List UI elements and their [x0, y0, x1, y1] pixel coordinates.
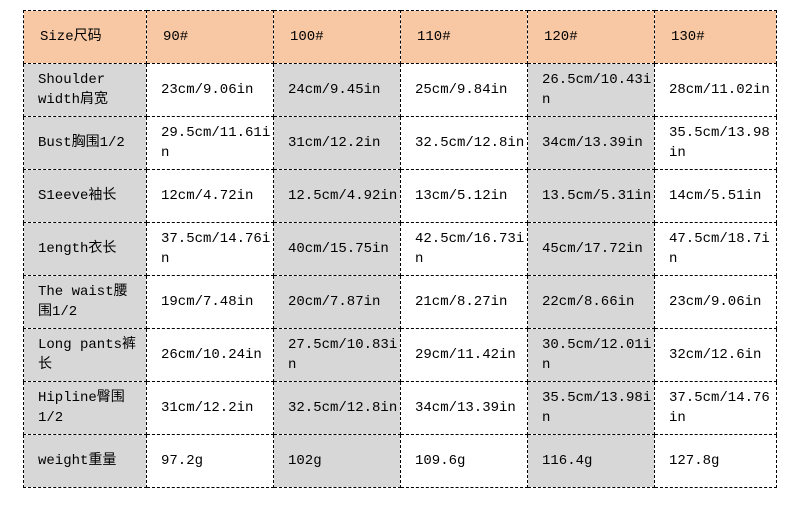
row-label-cell: Bust胸围1/2 — [23, 116, 147, 170]
data-cell: 31cm/12.2in — [146, 381, 274, 435]
row-label-cell: Shoulder width肩宽 — [23, 63, 147, 117]
data-cell: 34cm/13.39in — [527, 116, 655, 170]
header-cell-130: 130# — [654, 10, 777, 64]
data-cell: 97.2g — [146, 434, 274, 488]
header-cell-90: 90# — [146, 10, 274, 64]
data-cell: 28cm/11.02in — [654, 63, 777, 117]
header-cell-110: 110# — [400, 10, 528, 64]
data-cell: 47.5cm/18.7in — [654, 222, 777, 276]
header-cell-100: 100# — [273, 10, 401, 64]
data-cell: 32cm/12.6in — [654, 328, 777, 382]
data-cell: 22cm/8.66in — [527, 275, 655, 329]
row-weight: weight重量 97.2g 102g 109.6g 116.4g 127.8g — [23, 434, 777, 488]
data-cell: 30.5cm/12.01in — [527, 328, 655, 382]
row-label-cell: Long pants裤长 — [23, 328, 147, 382]
data-cell: 20cm/7.87in — [273, 275, 401, 329]
data-cell: 13cm/5.12in — [400, 169, 528, 223]
data-cell: 12cm/4.72in — [146, 169, 274, 223]
data-cell: 116.4g — [527, 434, 655, 488]
data-cell: 13.5cm/5.31in — [527, 169, 655, 223]
data-cell: 19cm/7.48in — [146, 275, 274, 329]
data-cell: 35.5cm/13.98in — [654, 116, 777, 170]
data-cell: 29.5cm/11.61in — [146, 116, 274, 170]
data-cell: 102g — [273, 434, 401, 488]
row-sleeve: S1eeve袖长 12cm/4.72in 12.5cm/4.92in 13cm/… — [23, 169, 777, 223]
data-cell: 35.5cm/13.98in — [527, 381, 655, 435]
data-cell: 25cm/9.84in — [400, 63, 528, 117]
data-cell: 45cm/17.72in — [527, 222, 655, 276]
row-label-cell: The waist腰围1/2 — [23, 275, 147, 329]
data-cell: 37.5cm/14.76in — [146, 222, 274, 276]
data-cell: 23cm/9.06in — [146, 63, 274, 117]
data-cell: 109.6g — [400, 434, 528, 488]
row-bust: Bust胸围1/2 29.5cm/11.61in 31cm/12.2in 32.… — [23, 116, 777, 170]
row-label-cell: 1ength衣长 — [23, 222, 147, 276]
data-cell: 26.5cm/10.43in — [527, 63, 655, 117]
data-cell: 32.5cm/12.8in — [273, 381, 401, 435]
data-cell: 34cm/13.39in — [400, 381, 528, 435]
row-long-pants: Long pants裤长 26cm/10.24in 27.5cm/10.83in… — [23, 328, 777, 382]
row-label-cell: weight重量 — [23, 434, 147, 488]
data-cell: 21cm/8.27in — [400, 275, 528, 329]
data-cell: 24cm/9.45in — [273, 63, 401, 117]
data-cell: 23cm/9.06in — [654, 275, 777, 329]
data-cell: 26cm/10.24in — [146, 328, 274, 382]
data-cell: 42.5cm/16.73in — [400, 222, 528, 276]
header-row: Size尺码 90# 100# 110# 120# 130# — [23, 10, 777, 64]
row-label-cell: S1eeve袖长 — [23, 169, 147, 223]
header-cell-size: Size尺码 — [23, 10, 147, 64]
data-cell: 40cm/15.75in — [273, 222, 401, 276]
row-hipline: Hipline臀围1/2 31cm/12.2in 32.5cm/12.8in 3… — [23, 381, 777, 435]
data-cell: 31cm/12.2in — [273, 116, 401, 170]
size-chart-table: Size尺码 90# 100# 110# 120# 130# Shoulder … — [23, 10, 777, 488]
data-cell: 29cm/11.42in — [400, 328, 528, 382]
row-shoulder-width: Shoulder width肩宽 23cm/9.06in 24cm/9.45in… — [23, 63, 777, 117]
header-cell-120: 120# — [527, 10, 655, 64]
data-cell: 12.5cm/4.92in — [273, 169, 401, 223]
data-cell: 127.8g — [654, 434, 777, 488]
data-cell: 32.5cm/12.8in — [400, 116, 528, 170]
row-length: 1ength衣长 37.5cm/14.76in 40cm/15.75in 42.… — [23, 222, 777, 276]
data-cell: 37.5cm/14.76in — [654, 381, 777, 435]
row-waist: The waist腰围1/2 19cm/7.48in 20cm/7.87in 2… — [23, 275, 777, 329]
data-cell: 27.5cm/10.83in — [273, 328, 401, 382]
data-cell: 14cm/5.51in — [654, 169, 777, 223]
row-label-cell: Hipline臀围1/2 — [23, 381, 147, 435]
